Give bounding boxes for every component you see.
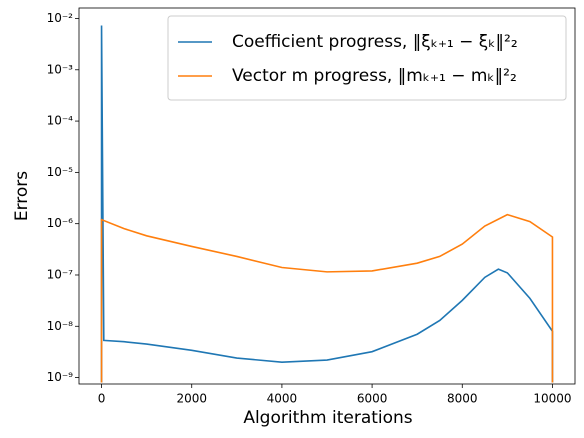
legend-label: Vector m progress, ‖mₖ₊₁ − mₖ‖²₂ (232, 66, 517, 86)
y-tick-label: 10⁻⁷ (47, 267, 74, 281)
x-tick-label: 2000 (176, 392, 207, 406)
line (100, 213, 554, 383)
x-tick-label: 4000 (267, 392, 298, 406)
plot-frame (78, 7, 576, 385)
legend-label: Coefficient progress, ‖ξₖ₊₁ − ξₖ‖²₂ (232, 32, 518, 52)
y-tick-label: 10⁻² (47, 11, 74, 25)
x-axis-label: Algorithm iterations (243, 408, 412, 428)
y-tick-label: 10⁻⁴ (47, 114, 74, 128)
y-tick-label: 10⁻⁵ (47, 165, 74, 179)
x-tick-label: 6000 (357, 392, 388, 406)
y-tick-label: 10⁻⁸ (47, 319, 74, 333)
y-tick-label: 10⁻³ (47, 62, 74, 76)
x-tick-label: 10000 (533, 392, 571, 406)
legend-box (167, 15, 567, 101)
y-tick-label: 10⁻⁶ (47, 216, 74, 230)
x-tick-label: 0 (98, 392, 106, 406)
y-tick-label: 10⁻⁹ (47, 370, 74, 384)
line (100, 25, 554, 383)
y-axis-label: Errors (12, 171, 32, 221)
x-tick-label: 8000 (447, 392, 478, 406)
